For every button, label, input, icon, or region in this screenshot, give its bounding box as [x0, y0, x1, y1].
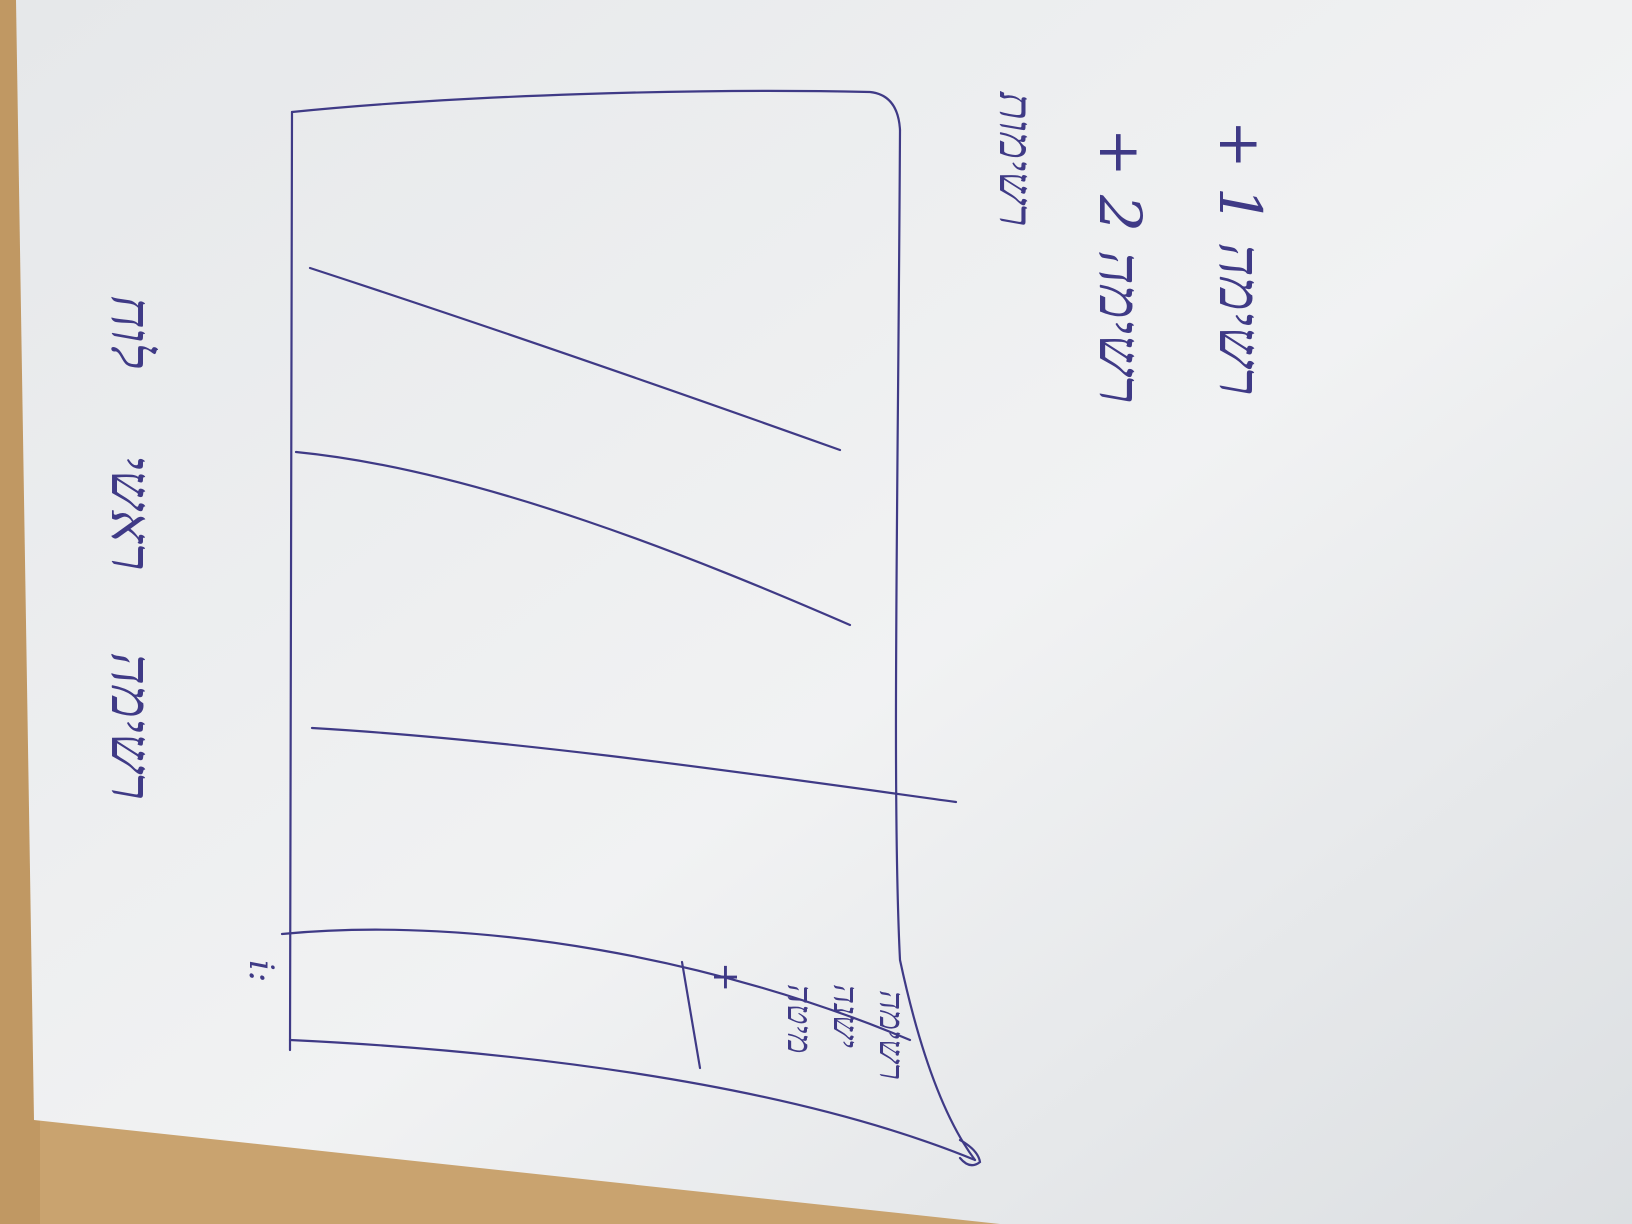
- board-right-edge: [894, 128, 977, 1162]
- board-bottom-edge: [288, 1038, 977, 1162]
- list-line-3: רשימות: [989, 90, 1043, 226]
- item-plus: +: [705, 962, 746, 992]
- header-right: רשימה: [98, 652, 163, 800]
- side-text-3: מיטה: [779, 984, 819, 1054]
- header-left: לוח: [98, 295, 163, 369]
- column-divider-1: [308, 266, 842, 452]
- list-line-1: + רשימה 1: [1206, 120, 1274, 396]
- item-underline: [680, 960, 702, 1070]
- column-divider-4: [280, 928, 912, 1042]
- corner-loop: [958, 1138, 982, 1167]
- paper-sheet: [16, 0, 1632, 1224]
- column-divider-2: [294, 450, 852, 627]
- header-mid: ראשי: [98, 455, 163, 570]
- corner-mark: i:: [241, 960, 281, 982]
- board-left-edge: [288, 110, 294, 1052]
- side-text-1: רשימה: [871, 990, 911, 1080]
- board-sketch: [280, 89, 982, 1167]
- column-divider-3: [310, 726, 958, 804]
- list-line-2: + רשימה 2: [1086, 128, 1154, 404]
- side-text-2: ישנה: [825, 984, 865, 1048]
- board-top-edge: [290, 89, 902, 132]
